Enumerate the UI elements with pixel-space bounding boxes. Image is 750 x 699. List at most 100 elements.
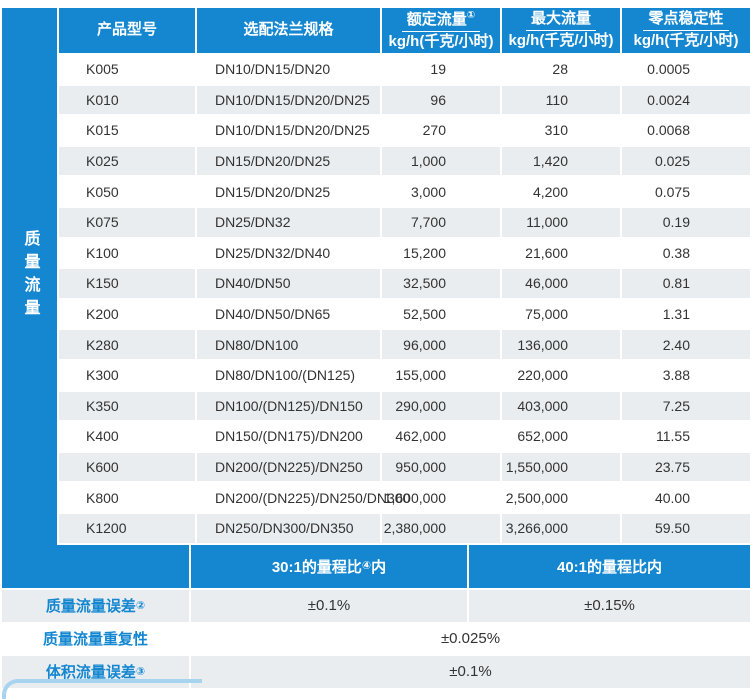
header-rated-flow: 额定流量① kg/h(千克/小时) [382, 8, 500, 53]
cell-zero-stability: 0.0005 [647, 61, 690, 78]
cell-rated-flow: 96 [382, 85, 500, 115]
cell-model: K075 [59, 207, 195, 237]
mass-flow-table: 质量流量 产品型号 选配法兰规格 额定流量① kg/h(千克/小时) 最大流量 … [2, 8, 750, 545]
mass-flow-group-header: 质量流量 [2, 8, 57, 545]
cell-max-flow: 4,200 [532, 183, 568, 200]
decorative-corner-curve [2, 679, 202, 699]
volume-error-value: ±0.1% [191, 655, 750, 688]
cell-flange: DN40/DN50 [197, 269, 380, 298]
turndown-30-text: 30:1的量程比 [271, 558, 362, 576]
cell-zero-stability: 0.0024 [622, 85, 750, 115]
header-max-flow: 最大流量 kg/h(千克/小时) [502, 8, 620, 53]
cell-flange: DN10/DN15/DN20/DN25 [197, 85, 380, 115]
turndown-empty-cell [2, 544, 189, 588]
footnote-1-marker: ① [466, 9, 476, 21]
cell-max-flow: 310 [544, 122, 568, 139]
cell-zero-stability: 59.50 [622, 513, 750, 543]
cell-max-flow: 1,550,000 [502, 452, 620, 482]
accuracy-section: 30:1的量程比 ④ 内 40:1的量程比内 质量流量误差 ② ±0.1% ±0.15… [2, 544, 750, 688]
cell-model: K025 [59, 146, 195, 176]
cell-max-flow: 75,000 [525, 306, 568, 323]
table-row: K075 DN25/DN32 7,700 11,000 0.19 [59, 207, 750, 237]
cell-rated-flow: 96,000 [382, 330, 500, 359]
cell-model: K150 [59, 269, 195, 298]
repeatability-label: 质量流量重复性 [2, 623, 189, 654]
mass-error-30-value: ±0.1% [191, 589, 467, 622]
cell-flange: DN200/(DN225)/DN250/DN300 [215, 489, 411, 506]
table-header-row: 产品型号 选配法兰规格 额定流量① kg/h(千克/小时) 最大流量 kg/h(… [59, 8, 750, 53]
mass-error-row: 质量流量误差 ② ±0.1% ±0.15% [2, 589, 750, 622]
repeatability-row: 质量流量重复性 ±0.025% [2, 623, 750, 654]
table-row: K300 DN80/DN100/(DN125) 155,000 220,000 … [59, 361, 750, 390]
cell-rated-flow: 19 [430, 61, 446, 78]
cell-zero-stability: 1.31 [662, 306, 690, 323]
cell-flange: DN10/DN15/DN20 [215, 61, 331, 78]
cell-model: K800 [86, 489, 119, 506]
cell-zero-stability: 2.40 [622, 330, 750, 359]
table-row: K010 DN10/DN15/DN20/DN25 96 110 0.0024 [59, 85, 750, 115]
cell-rated-flow: 32,500 [382, 269, 500, 298]
turndown-40-text: 40:1的量程比内 [556, 558, 663, 576]
cell-max-flow: 11,000 [502, 207, 620, 237]
mass-error-40-value: ±0.15% [469, 589, 750, 622]
cell-zero-stability: 40.00 [654, 489, 690, 506]
cell-zero-stability: 0.19 [622, 207, 750, 237]
header-flange-label: 选配法兰规格 [243, 21, 334, 39]
header-rated-unit: kg/h(千克/小时) [388, 32, 494, 50]
header-zero-title: 零点稳定性 [643, 10, 729, 31]
table-row: K1200 DN250/DN300/DN350 2,380,000 3,266,… [59, 513, 750, 543]
cell-rated-flow: 2,380,000 [382, 513, 500, 543]
cell-max-flow: 21,600 [525, 244, 568, 261]
cell-rated-flow: 1,600,000 [383, 489, 446, 506]
cell-flange: DN200/(DN225)/DN250 [197, 452, 380, 482]
cell-rated-flow: 270 [422, 122, 446, 139]
table-row: K280 DN80/DN100 96,000 136,000 2.40 [59, 330, 750, 359]
cell-rated-flow: 3,000 [410, 183, 446, 200]
table-row: K600 DN200/(DN225)/DN250 950,000 1,550,0… [59, 452, 750, 482]
cell-rated-flow: 462,000 [395, 428, 446, 445]
cell-max-flow: 1,420 [502, 146, 620, 176]
cell-max-flow: 652,000 [517, 428, 568, 445]
cell-model: K200 [86, 306, 119, 323]
repeatability-value: ±0.025% [191, 623, 750, 654]
cell-flange: DN15/DN20/DN25 [215, 183, 331, 200]
cell-zero-stability: 0.075 [654, 183, 690, 200]
cell-rated-flow: 290,000 [382, 391, 500, 421]
header-model-label: 产品型号 [96, 21, 157, 39]
cell-flange: DN10/DN15/DN20/DN25 [215, 122, 370, 139]
cell-rated-flow: 7,700 [382, 207, 500, 237]
turndown-30-header: 30:1的量程比 ④ 内 [191, 544, 467, 588]
cell-zero-stability: 3.88 [662, 367, 690, 384]
cell-flange: DN80/DN100 [197, 330, 380, 359]
cell-max-flow: 2,500,000 [505, 489, 568, 506]
cell-flange: DN40/DN50/DN65 [215, 306, 331, 323]
table-row: K005 DN10/DN15/DN20 19 28 0.0005 [59, 55, 750, 84]
cell-flange: DN25/DN32 [197, 207, 380, 237]
cell-zero-stability: 0.0068 [647, 122, 690, 139]
turndown-30-suffix: 内 [371, 558, 387, 576]
cell-max-flow: 3,266,000 [502, 513, 620, 543]
cell-flange: DN250/DN300/DN350 [197, 513, 380, 543]
table-row: K200 DN40/DN50/DN65 52,500 75,000 1.31 [59, 300, 750, 329]
cell-rated-flow: 1,000 [382, 146, 500, 176]
table-row: K015 DN10/DN15/DN20/DN25 270 310 0.0068 [59, 116, 750, 145]
cell-zero-stability: 11.55 [656, 428, 690, 445]
cell-flange: DN15/DN20/DN25 [197, 146, 380, 176]
cell-zero-stability: 0.025 [622, 146, 750, 176]
header-max-title: 最大流量 [525, 10, 596, 31]
volume-error-row: 体积流量误差 ③ ±0.1% [2, 655, 750, 688]
cell-zero-stability: 7.25 [622, 391, 750, 421]
mass-error-label: 质量流量误差 ② [2, 589, 189, 622]
cell-flange: DN80/DN100/(DN125) [215, 367, 356, 384]
cell-zero-stability: 0.38 [662, 244, 690, 261]
table-row: K400 DN150/(DN175)/DN200 462,000 652,000… [59, 422, 750, 451]
table-row: K150 DN40/DN50 32,500 46,000 0.81 [59, 269, 750, 298]
header-zero-stability: 零点稳定性 kg/h(千克/小时) [622, 8, 750, 53]
table-body: K005 DN10/DN15/DN20 19 28 0.0005 K010 DN… [59, 55, 750, 543]
cell-flange: DN150/(DN175)/DN200 [215, 428, 363, 445]
cell-max-flow: 403,000 [502, 391, 620, 421]
cell-model: K600 [59, 452, 195, 482]
header-rated-title: 额定流量① [401, 9, 481, 32]
cell-model: K100 [86, 244, 119, 261]
